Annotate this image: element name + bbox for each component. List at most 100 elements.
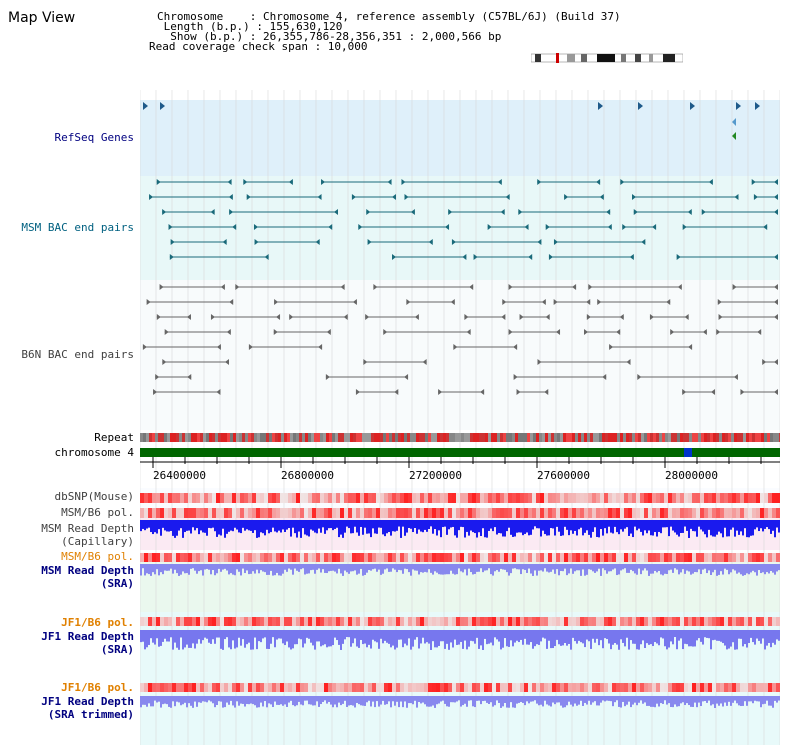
depth-bar bbox=[226, 520, 228, 534]
depth-bar bbox=[310, 520, 312, 530]
heat-cell bbox=[736, 493, 740, 503]
msm-bac-pair-end bbox=[596, 179, 601, 185]
heat-cell bbox=[560, 683, 564, 692]
heat-cell bbox=[568, 508, 572, 518]
b6n-bac-pair-end bbox=[186, 314, 191, 320]
depth-bar bbox=[374, 630, 376, 642]
depth-bar bbox=[324, 520, 326, 534]
depth-bar bbox=[766, 696, 768, 701]
depth-bar bbox=[574, 564, 576, 572]
heat-cell bbox=[212, 508, 216, 518]
heat-cell bbox=[228, 553, 232, 562]
genome-viewer[interactable]: 26400000 26800000 27200000 27600000 2800… bbox=[140, 90, 780, 745]
heat-cell bbox=[460, 553, 464, 562]
depth-bar bbox=[746, 520, 748, 538]
jf1-b6-pol-heat-strip-2 bbox=[140, 683, 780, 692]
chromosome-ideogram[interactable] bbox=[531, 53, 683, 63]
heat-cell bbox=[160, 617, 164, 626]
depth-bar bbox=[452, 564, 454, 574]
depth-bar bbox=[554, 696, 556, 705]
heat-cell bbox=[448, 553, 452, 562]
depth-bar bbox=[348, 520, 350, 529]
depth-bar bbox=[634, 696, 636, 703]
depth-bar bbox=[314, 630, 316, 650]
b6n-bac-pair-end bbox=[586, 299, 591, 305]
heat-cell bbox=[284, 617, 288, 626]
heat-cell bbox=[168, 683, 172, 692]
heat-cell bbox=[420, 617, 424, 626]
depth-bar bbox=[528, 520, 530, 536]
axis-tick-label: 27600000 bbox=[537, 469, 590, 482]
heat-cell bbox=[444, 508, 448, 518]
heat-cell bbox=[376, 683, 380, 692]
heat-cell bbox=[332, 553, 336, 562]
b6n-bac-pair-end bbox=[274, 299, 279, 305]
depth-bar bbox=[658, 696, 660, 707]
depth-bar bbox=[542, 520, 544, 531]
depth-bar bbox=[160, 630, 162, 646]
heat-cell bbox=[464, 508, 468, 518]
depth-bar bbox=[678, 564, 680, 575]
b6n-bac-pair-end bbox=[216, 389, 221, 395]
heat-cell bbox=[616, 553, 620, 562]
heat-cell bbox=[224, 683, 228, 692]
depth-bar bbox=[656, 520, 658, 537]
depth-bar bbox=[206, 696, 208, 703]
depth-bar bbox=[526, 564, 528, 573]
heat-cell bbox=[504, 617, 508, 626]
depth-bar bbox=[184, 630, 186, 648]
heat-cell bbox=[716, 683, 720, 692]
depth-bar bbox=[332, 630, 334, 646]
depth-bar bbox=[604, 696, 606, 702]
heat-cell bbox=[596, 493, 600, 503]
repeat-segment bbox=[668, 433, 671, 442]
depth-bar bbox=[694, 564, 696, 572]
depth-bar bbox=[598, 564, 600, 569]
repeat-segment bbox=[713, 433, 716, 442]
repeat-segment bbox=[377, 433, 380, 442]
depth-bar bbox=[188, 696, 190, 704]
depth-bar bbox=[360, 696, 362, 706]
depth-bar bbox=[760, 696, 762, 708]
depth-bar bbox=[290, 564, 292, 570]
depth-bar bbox=[552, 564, 554, 570]
heat-cell bbox=[648, 553, 652, 562]
depth-bar bbox=[472, 630, 474, 642]
heat-cell bbox=[308, 617, 312, 626]
heat-cell bbox=[512, 617, 516, 626]
heat-cell bbox=[772, 683, 776, 692]
depth-bar bbox=[248, 520, 250, 531]
b6n-bac-pair-end bbox=[516, 389, 521, 395]
depth-bar bbox=[640, 630, 642, 645]
heat-cell bbox=[680, 553, 684, 562]
heat-cell bbox=[592, 683, 596, 692]
depth-bar bbox=[542, 630, 544, 638]
b6n-bac-pair-end bbox=[774, 299, 778, 305]
heat-cell bbox=[664, 493, 668, 503]
b6n-bac-pair-end bbox=[159, 284, 164, 290]
repeat-segment bbox=[350, 433, 353, 442]
depth-bar bbox=[286, 520, 288, 530]
depth-bar bbox=[270, 696, 272, 705]
depth-bar bbox=[232, 520, 234, 532]
repeat-segment bbox=[749, 433, 752, 442]
depth-bar bbox=[768, 564, 770, 574]
depth-bar bbox=[254, 564, 256, 574]
heat-cell bbox=[508, 617, 512, 626]
depth-bar bbox=[334, 520, 336, 529]
heat-cell bbox=[532, 508, 536, 518]
depth-bar bbox=[548, 630, 550, 641]
depth-bar bbox=[512, 520, 514, 537]
heat-cell bbox=[572, 617, 576, 626]
depth-bar bbox=[308, 520, 310, 537]
heat-cell bbox=[272, 493, 276, 503]
repeat-segment bbox=[434, 433, 437, 442]
b6n-bac-pair-end bbox=[404, 374, 409, 380]
depth-bar bbox=[776, 564, 778, 572]
depth-bar bbox=[556, 564, 558, 570]
depth-bar bbox=[772, 564, 774, 573]
depth-bar bbox=[194, 520, 196, 531]
repeat-segment bbox=[779, 433, 780, 442]
heat-cell bbox=[184, 553, 188, 562]
repeat-segment bbox=[281, 433, 284, 442]
